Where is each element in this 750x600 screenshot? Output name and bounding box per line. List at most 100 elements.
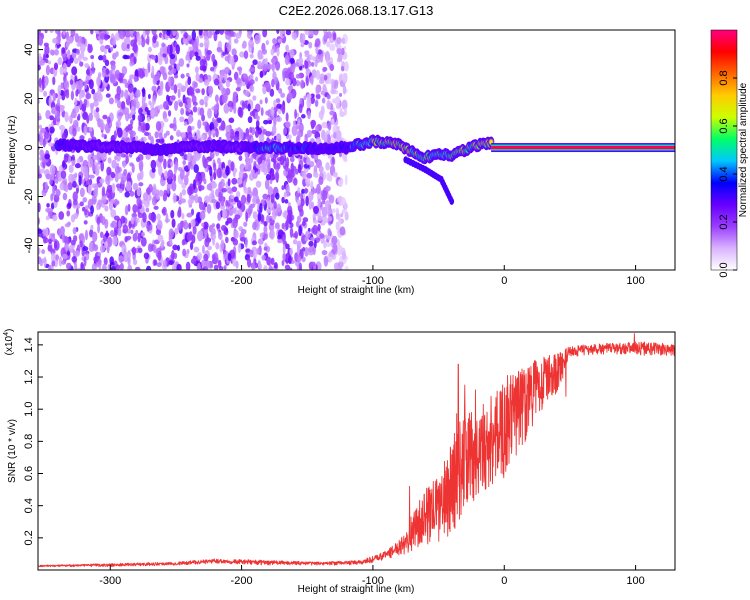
noise-speck xyxy=(137,232,141,243)
noise-speck xyxy=(159,80,164,92)
noise-speck xyxy=(101,186,106,197)
x-tick-label: -200 xyxy=(231,275,253,287)
noise-speck xyxy=(170,57,174,67)
colorbar-tick-label: 0.2 xyxy=(718,214,730,229)
noise-speck xyxy=(273,111,277,119)
spectrogram-y-axis: -40 -20 0 20 40 xyxy=(23,43,43,253)
noise-speck xyxy=(66,210,71,217)
noise-speck xyxy=(83,220,88,225)
noise-speck xyxy=(321,121,328,129)
noise-speck xyxy=(336,125,340,131)
noise-speck xyxy=(39,59,45,66)
noise-speck xyxy=(137,114,143,122)
noise-speck xyxy=(225,87,231,96)
noise-speck xyxy=(132,42,138,53)
noise-speck xyxy=(275,192,280,200)
snr-line xyxy=(38,333,675,568)
noise-speck xyxy=(158,189,164,197)
spectrogram-frame xyxy=(37,29,676,271)
noise-speck xyxy=(93,100,99,107)
noise-speck xyxy=(265,173,271,181)
noise-speck xyxy=(71,256,77,263)
noise-speck xyxy=(127,123,133,131)
noise-speck xyxy=(274,60,281,71)
noise-speck xyxy=(238,155,243,162)
noise-speck xyxy=(220,239,225,251)
noise-speck xyxy=(82,206,86,212)
noise-speck xyxy=(209,166,213,177)
noise-speck xyxy=(236,200,242,209)
noise-speck xyxy=(266,208,271,214)
noise-speck xyxy=(199,99,205,106)
noise-speck xyxy=(114,69,121,80)
noise-speck xyxy=(278,87,283,94)
x-tick-label: -300 xyxy=(99,275,121,287)
noise-speck xyxy=(336,57,343,63)
noise-speck xyxy=(61,47,66,54)
noise-speck xyxy=(185,54,189,61)
noise-speck xyxy=(221,188,228,193)
noise-speck xyxy=(173,74,179,79)
noise-speck xyxy=(285,112,289,122)
noise-speck xyxy=(317,215,323,222)
noise-speck xyxy=(250,100,254,110)
noise-speck xyxy=(168,76,172,87)
noise-speck xyxy=(152,94,156,102)
noise-speck xyxy=(138,159,144,171)
noise-speck xyxy=(150,135,154,146)
noise-speck xyxy=(329,43,336,52)
noise-speck xyxy=(145,265,152,270)
noise-speck xyxy=(321,97,326,104)
noise-speck xyxy=(244,164,249,171)
noise-speck xyxy=(53,62,59,71)
noise-speck xyxy=(240,228,247,235)
noise-speck xyxy=(301,188,306,194)
noise-speck xyxy=(102,114,108,120)
noise-speck xyxy=(312,219,319,224)
snr-panel: -300 -200 -100 0 100 0.2 0.4 0.6 0.8 1.0 1.2 1.4 H… xyxy=(3,329,676,595)
noise-speck xyxy=(115,183,122,189)
noise-speck xyxy=(272,71,277,81)
noise-speck xyxy=(170,67,177,74)
noise-speck xyxy=(52,118,57,126)
noise-speck xyxy=(147,62,151,70)
noise-speck xyxy=(139,169,144,180)
noise-speck xyxy=(195,72,200,82)
noise-speck xyxy=(120,89,124,98)
noise-speck xyxy=(174,100,179,111)
noise-speck xyxy=(78,174,82,186)
noise-speck xyxy=(101,216,106,226)
noise-speck xyxy=(151,30,157,36)
noise-speck xyxy=(274,222,280,228)
noise-speck xyxy=(323,74,328,81)
noise-speck xyxy=(150,171,156,179)
noise-speck xyxy=(137,35,142,46)
noise-speck xyxy=(229,56,235,66)
noise-speck xyxy=(304,60,309,69)
noise-speck xyxy=(143,131,150,136)
y-tick-label: -20 xyxy=(23,189,35,205)
noise-speck xyxy=(153,106,159,117)
noise-speck xyxy=(155,121,162,132)
noise-speck xyxy=(215,30,220,35)
noise-speck xyxy=(198,229,204,241)
y-tick-label: -40 xyxy=(23,238,35,254)
noise-speck xyxy=(75,267,81,270)
noise-speck xyxy=(104,205,109,212)
noise-speck xyxy=(303,95,307,101)
noise-speck xyxy=(310,180,314,190)
noise-speck xyxy=(198,30,203,36)
noise-speck xyxy=(307,110,311,120)
noise-speck xyxy=(119,262,124,270)
noise-speck xyxy=(276,30,280,35)
noise-speck xyxy=(294,62,300,67)
noise-speck xyxy=(161,42,166,48)
noise-speck xyxy=(320,206,325,211)
noise-speck xyxy=(246,258,252,268)
noise-speck xyxy=(329,164,336,174)
noise-speck xyxy=(48,238,53,245)
noise-speck xyxy=(332,171,338,178)
noise-speck xyxy=(84,63,90,68)
noise-speck xyxy=(63,155,69,163)
